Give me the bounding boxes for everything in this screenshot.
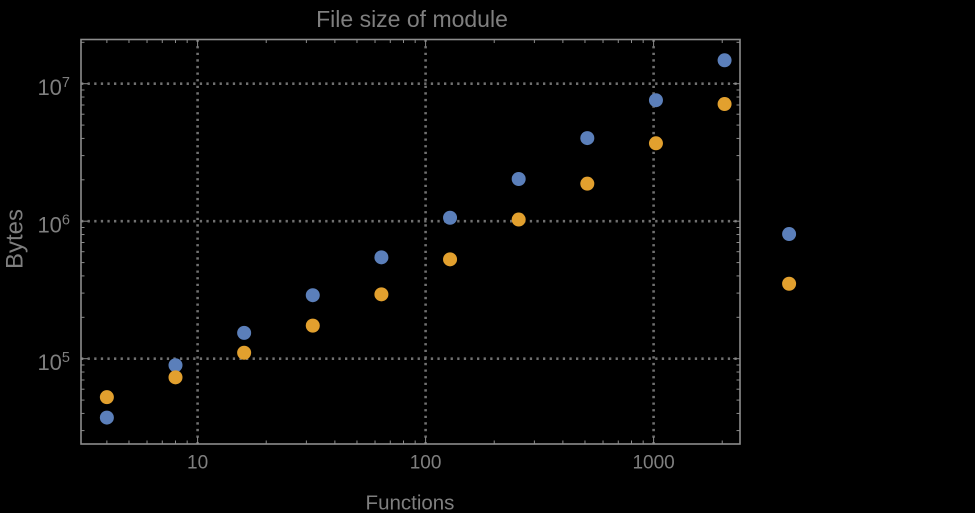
svg-text:10: 10 [187,453,208,474]
svg-text:106: 106 [37,212,70,237]
svg-text:100: 100 [410,453,442,474]
svg-text:107: 107 [37,75,70,100]
svg-text:1000: 1000 [632,453,674,474]
svg-text:Functions: Functions [366,492,455,513]
svg-text:Bytes: Bytes [2,209,29,269]
svg-text:File size of module: File size of module [316,6,508,32]
svg-text:105: 105 [37,350,70,375]
